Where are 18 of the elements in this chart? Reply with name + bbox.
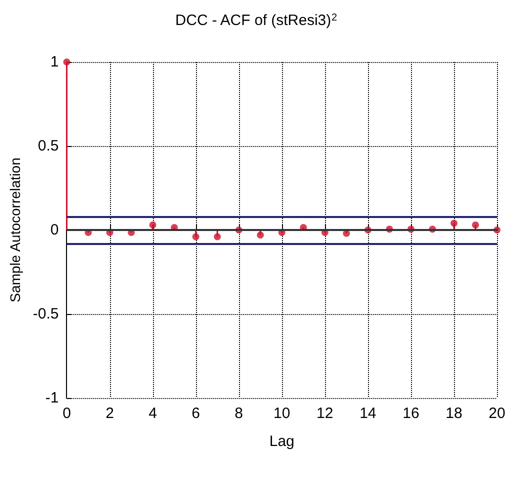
y-tick-label: -1: [45, 390, 59, 406]
x-axis-title: Lag: [269, 433, 294, 450]
x-tick-label: 0: [62, 405, 71, 422]
y-tick-label: 0.5: [38, 138, 59, 154]
x-tick-label: 8: [234, 405, 244, 422]
y-tick-label: 1: [50, 54, 59, 70]
x-tick-label: 12: [316, 405, 334, 422]
x-tick-label: 16: [402, 405, 420, 422]
x-tick-label: 14: [360, 405, 376, 422]
x-tick-label: 2: [106, 405, 114, 422]
x-tick-label: 6: [192, 405, 200, 422]
x-tick-label: 20: [488, 405, 506, 422]
y-axis-title: Sample Autocorrelation: [7, 158, 23, 302]
y-tick-label: 0: [50, 222, 59, 238]
x-tick-label: 10: [274, 405, 290, 422]
y-tick-label: -0.5: [32, 306, 59, 322]
x-tick-label: 4: [148, 405, 157, 422]
x-tick-label: 18: [446, 405, 462, 422]
